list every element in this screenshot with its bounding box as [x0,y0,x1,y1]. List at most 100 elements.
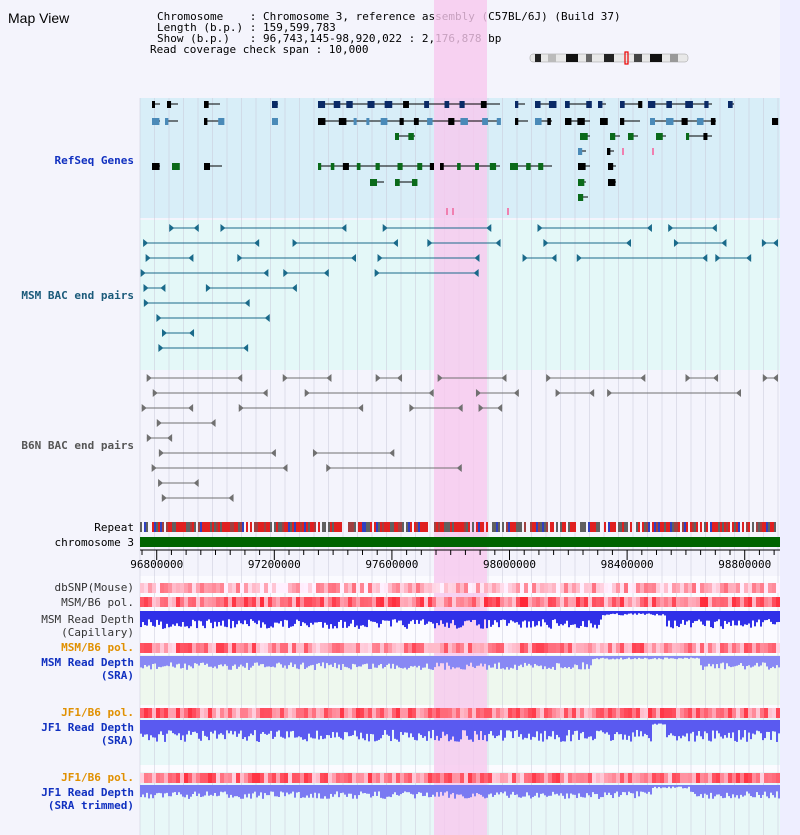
read-depth-bar [742,611,744,627]
read-depth-bar [280,611,282,622]
read-depth-bar [338,611,340,622]
read-depth-bar [424,720,426,737]
read-depth-bar [676,656,678,660]
polymorphism-cell [336,708,340,718]
polymorphism-cell [728,583,732,593]
polymorphism-cell [224,773,228,783]
polymorphism-cell [552,583,556,593]
read-depth-bar [320,656,322,667]
polymorphism-cell [292,708,296,718]
read-depth-bar [224,720,226,740]
read-depth-bar [690,720,692,734]
polymorphism-cell [700,597,704,607]
read-depth-bar [178,656,180,664]
polymorphism-cell [496,708,500,718]
read-depth-bar [576,785,578,799]
msm-bac-end [156,314,162,322]
read-depth-bar [256,720,258,742]
read-depth-bar [444,611,446,627]
read-depth-bar [582,720,584,732]
polymorphism-cell [656,597,660,607]
read-depth-bar [396,785,398,795]
read-depth-bar [322,611,324,628]
selection-highlight[interactable] [434,0,487,835]
read-depth-bar [172,656,174,667]
b6n-bac-end-pairs[interactable] [141,374,778,502]
read-depth-bar [620,720,622,735]
polymorphism-cell [156,773,160,783]
gene-exon [608,179,616,186]
polymorphism-cell [552,643,556,653]
polymorphism-cell [176,583,180,593]
gene-exon [586,101,592,108]
polymorphism-cell [776,773,780,783]
read-depth-bar [646,720,648,736]
polymorphism-cell [524,708,528,718]
read-depth-bar [670,611,672,628]
msm-bac-end-pairs[interactable] [140,224,778,352]
chromosome-bar[interactable] [140,537,780,547]
polymorphism-cell [312,708,316,718]
polymorphism-cell [408,708,412,718]
polymorphism-cell [160,708,164,718]
polymorphism-cell [340,708,344,718]
read-depth-bar [190,611,192,627]
read-depth-bar [724,656,726,670]
read-depth-bar [568,785,570,799]
read-depth-bar [760,785,762,798]
read-depth-bar [738,611,740,621]
repeat-element [668,522,670,532]
repeat-element [364,522,366,532]
read-depth-bar [504,720,506,738]
read-depth-bar [674,720,676,737]
polymorphism-cell [384,597,388,607]
read-depth-bar [240,785,242,799]
polymorphism-cell [456,773,460,783]
read-depth-bar [292,720,294,731]
read-depth-bar [652,656,654,659]
read-depth-bar [234,656,236,665]
read-depth-bar [490,785,492,794]
repeat-element [442,522,444,532]
read-depth-bar [168,611,170,628]
repeat-element [728,522,730,532]
read-depth-bar [604,656,606,659]
repeat-element [226,522,228,532]
polymorphism-cell [152,773,156,783]
chromosome-ideogram[interactable] [529,51,689,65]
read-depth-bar [678,720,680,737]
polymorphism-cell [424,583,428,593]
read-depth-bar [522,785,524,797]
repeat-track[interactable] [140,522,776,532]
polymorphism-cell [664,583,668,593]
read-depth-bar [594,785,596,795]
refseq-genes[interactable] [152,101,779,215]
polymorphism-cell [216,708,220,718]
polymorphism-cell [508,708,512,718]
gene-exon [620,118,625,125]
msm-bac-end [495,239,501,247]
read-depth-bar [440,785,442,792]
polymorphism-cell [168,643,172,653]
polymorphism-cell [316,643,320,653]
read-depth-tracks[interactable] [140,611,780,799]
read-depth-bar [222,720,224,735]
read-depth-bar [596,720,598,731]
repeat-element [738,522,740,532]
polymorphism-tracks[interactable] [140,583,780,783]
polymorphism-cell [720,597,724,607]
repeat-element [204,522,206,532]
read-depth-bar [262,656,264,665]
read-depth-bar [186,656,188,670]
polymorphism-cell [624,773,628,783]
read-depth-bar [668,611,670,621]
read-depth-bar [748,656,750,666]
read-depth-bar [500,720,502,731]
repeat-element [570,522,572,532]
repeat-element [312,522,314,532]
read-depth-bar [550,720,552,737]
repeat-element [264,522,266,532]
info-line-length: Length (b.p.) : 159,599,783 [157,21,336,34]
read-depth-bar [766,720,768,732]
